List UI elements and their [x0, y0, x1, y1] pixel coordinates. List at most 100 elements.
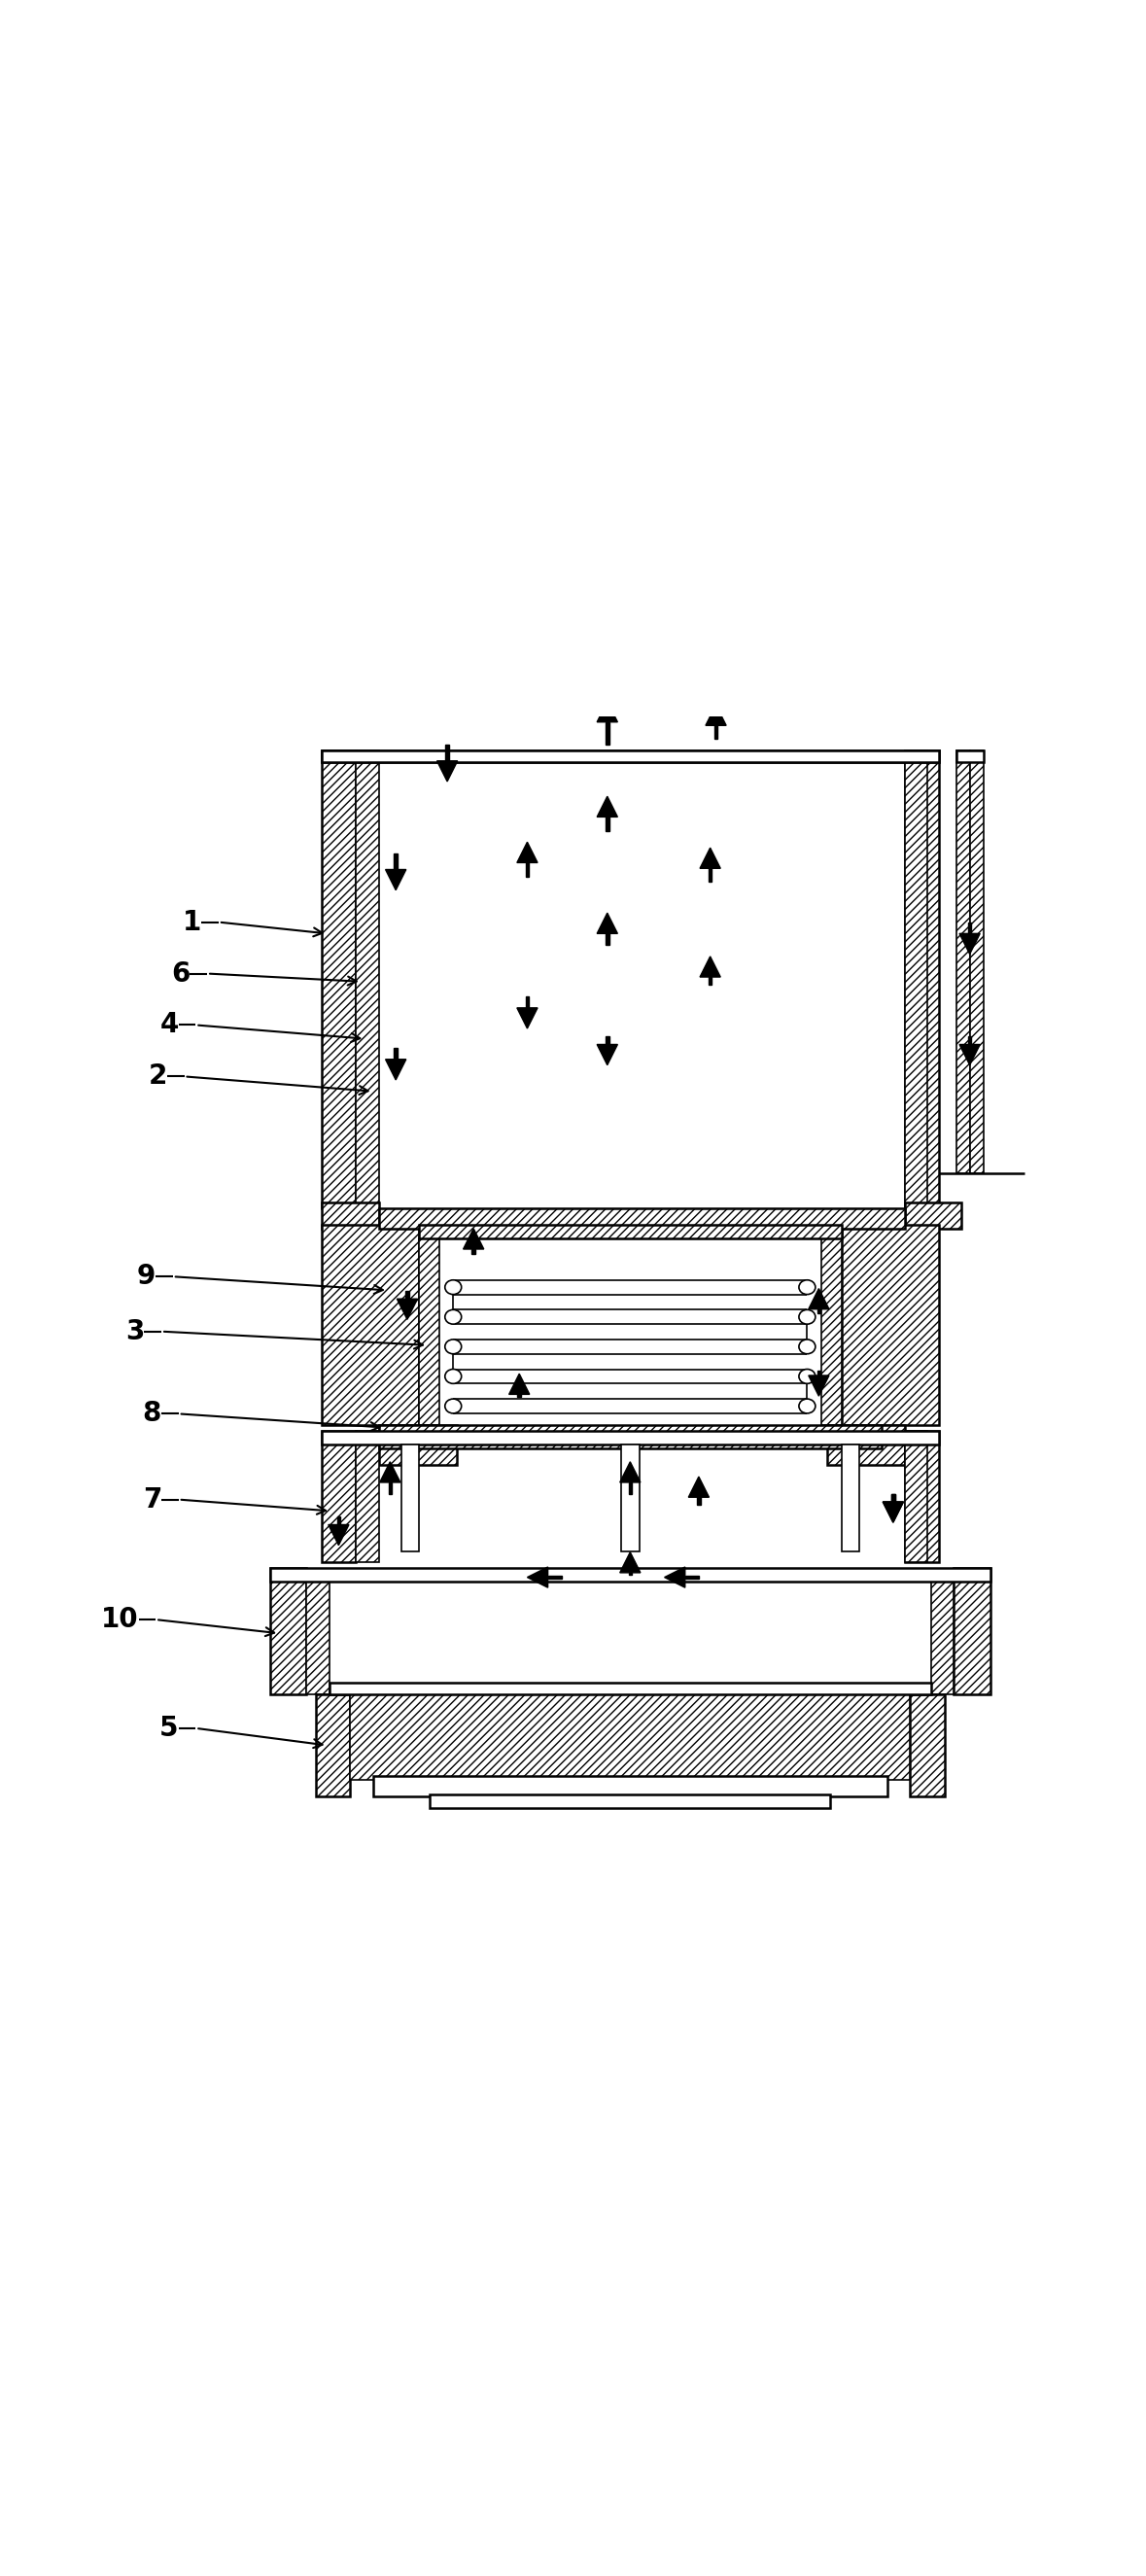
Ellipse shape	[799, 1399, 816, 1414]
Text: 10: 10	[101, 1605, 139, 1633]
Polygon shape	[517, 1007, 537, 1028]
Bar	[956, 750, 983, 762]
Polygon shape	[628, 1481, 631, 1494]
Polygon shape	[620, 1461, 641, 1481]
Bar	[355, 750, 378, 1208]
Text: 7: 7	[142, 1486, 162, 1512]
Ellipse shape	[445, 1399, 462, 1414]
Bar	[970, 750, 983, 1175]
Polygon shape	[605, 817, 609, 829]
Ellipse shape	[445, 1340, 462, 1355]
Text: 3: 3	[125, 1319, 144, 1345]
Polygon shape	[463, 1229, 484, 1249]
Text: 4: 4	[159, 1012, 179, 1038]
Bar	[841, 1445, 858, 1551]
Bar	[904, 750, 927, 1208]
Polygon shape	[697, 1497, 700, 1504]
Polygon shape	[548, 1577, 562, 1579]
Polygon shape	[397, 1298, 417, 1319]
Bar	[904, 1430, 939, 1564]
Text: 5: 5	[159, 1716, 179, 1741]
Polygon shape	[605, 1036, 609, 1043]
Bar	[418, 1226, 841, 1239]
Polygon shape	[708, 976, 712, 984]
Bar	[904, 1203, 961, 1229]
Polygon shape	[597, 1043, 618, 1064]
Bar	[910, 1695, 944, 1798]
Bar	[316, 1695, 350, 1798]
Polygon shape	[605, 721, 609, 744]
Text: 6: 6	[171, 961, 190, 987]
Bar	[378, 1425, 456, 1466]
Polygon shape	[517, 842, 537, 863]
Polygon shape	[706, 706, 727, 726]
Polygon shape	[959, 1043, 980, 1064]
Bar	[330, 1682, 931, 1695]
Polygon shape	[329, 1525, 348, 1546]
Ellipse shape	[799, 1280, 816, 1293]
Polygon shape	[597, 912, 618, 933]
Bar	[401, 1445, 418, 1551]
Polygon shape	[526, 997, 529, 1007]
Polygon shape	[700, 848, 721, 868]
Polygon shape	[817, 1309, 821, 1314]
Bar	[322, 750, 939, 762]
Ellipse shape	[799, 1309, 816, 1324]
Polygon shape	[809, 1376, 829, 1396]
Bar	[372, 1777, 887, 1798]
Bar	[270, 1569, 990, 1582]
Polygon shape	[472, 1249, 476, 1255]
Bar	[821, 1239, 841, 1425]
Polygon shape	[882, 1502, 903, 1522]
Text: 8: 8	[142, 1401, 162, 1427]
Polygon shape	[437, 760, 457, 781]
Bar	[355, 1430, 378, 1564]
Polygon shape	[526, 863, 529, 876]
Polygon shape	[388, 1481, 392, 1494]
Polygon shape	[446, 744, 449, 760]
Bar	[322, 1430, 939, 1445]
Bar	[826, 1425, 904, 1466]
Bar	[270, 1569, 307, 1695]
Bar	[350, 1695, 910, 1780]
Polygon shape	[597, 796, 618, 817]
Bar	[322, 750, 355, 1208]
Bar	[953, 1569, 990, 1695]
Ellipse shape	[445, 1309, 462, 1324]
Text: 1: 1	[182, 909, 202, 935]
Polygon shape	[605, 933, 609, 945]
Polygon shape	[968, 922, 972, 933]
Bar	[931, 1579, 953, 1695]
Text: 2: 2	[148, 1064, 167, 1090]
Polygon shape	[809, 1288, 829, 1309]
Polygon shape	[337, 1517, 340, 1525]
Bar	[307, 1579, 330, 1695]
Ellipse shape	[799, 1370, 816, 1383]
Polygon shape	[892, 1494, 895, 1502]
Ellipse shape	[799, 1340, 816, 1355]
Bar	[621, 1445, 639, 1551]
Polygon shape	[685, 1577, 699, 1579]
Polygon shape	[620, 1553, 641, 1574]
Polygon shape	[527, 1566, 548, 1587]
Bar	[904, 1430, 927, 1564]
Polygon shape	[882, 1502, 903, 1522]
Bar	[322, 750, 939, 762]
Bar	[430, 1795, 830, 1808]
Polygon shape	[385, 871, 406, 891]
Polygon shape	[379, 1461, 400, 1481]
Ellipse shape	[445, 1370, 462, 1383]
Ellipse shape	[445, 1280, 462, 1293]
Polygon shape	[700, 956, 721, 976]
Polygon shape	[959, 933, 980, 953]
Bar	[322, 1203, 378, 1229]
Polygon shape	[968, 1036, 972, 1043]
Bar	[956, 750, 970, 1175]
Polygon shape	[817, 1370, 821, 1376]
Polygon shape	[665, 1566, 685, 1587]
Polygon shape	[597, 701, 618, 721]
Bar	[378, 1208, 904, 1229]
Bar	[322, 1226, 418, 1425]
Polygon shape	[509, 1373, 529, 1394]
Polygon shape	[689, 1476, 709, 1497]
